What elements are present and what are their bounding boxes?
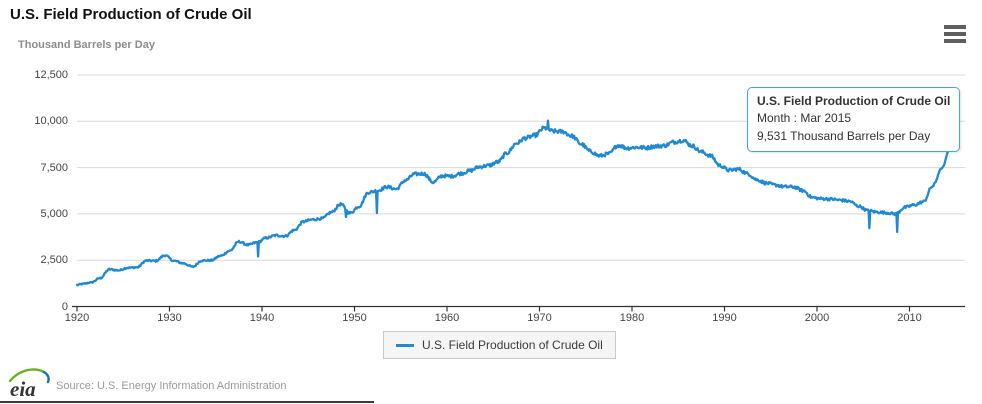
x-tick-label: 1930 xyxy=(157,311,182,324)
source-attribution: Source: U.S. Energy Information Administ… xyxy=(56,380,287,392)
x-tick-label: 1980 xyxy=(619,311,645,324)
hamburger-bar xyxy=(944,32,966,36)
x-tick-label: 2000 xyxy=(804,311,830,324)
x-tick-label: 1960 xyxy=(434,311,460,324)
legend[interactable]: U.S. Field Production of Crude Oil xyxy=(383,331,616,359)
x-tick-label: 1920 xyxy=(64,311,90,324)
hamburger-menu-icon[interactable] xyxy=(942,23,968,45)
hamburger-bar xyxy=(944,39,966,43)
tooltip-month: Month : Mar 2015 xyxy=(757,111,852,126)
x-tick-label: 1950 xyxy=(342,311,367,324)
data-tooltip: U.S. Field Production of Crude Oil Month… xyxy=(747,87,961,153)
y-tick-label: 10,000 xyxy=(34,115,68,128)
y-tick-label: 12,500 xyxy=(34,69,68,81)
tooltip-series-name: U.S. Field Production of Crude Oil xyxy=(757,94,951,108)
x-tick-label: 1990 xyxy=(712,311,737,324)
y-tick-label: 2,500 xyxy=(40,254,68,267)
legend-label: U.S. Field Production of Crude Oil xyxy=(422,338,603,352)
legend-line-swatch xyxy=(396,343,414,347)
x-tick-label: 1970 xyxy=(527,311,552,324)
y-axis-title: Thousand Barrels per Day xyxy=(18,39,155,51)
y-tick-label: 5,000 xyxy=(40,207,68,220)
x-tick-label: 2010 xyxy=(897,311,922,324)
window-bottom-edge xyxy=(0,401,374,403)
svg-text:eia: eia xyxy=(10,377,36,400)
tooltip-value: 9,531 Thousand Barrels per Day xyxy=(757,128,931,143)
y-tick-label: 7,500 xyxy=(40,161,68,174)
eia-logo: eia xyxy=(8,368,50,400)
x-tick-label: 1940 xyxy=(249,311,275,324)
chart-title: U.S. Field Production of Crude Oil xyxy=(10,6,252,23)
y-tick-label: 0 xyxy=(61,300,68,313)
hamburger-bar xyxy=(944,25,966,29)
